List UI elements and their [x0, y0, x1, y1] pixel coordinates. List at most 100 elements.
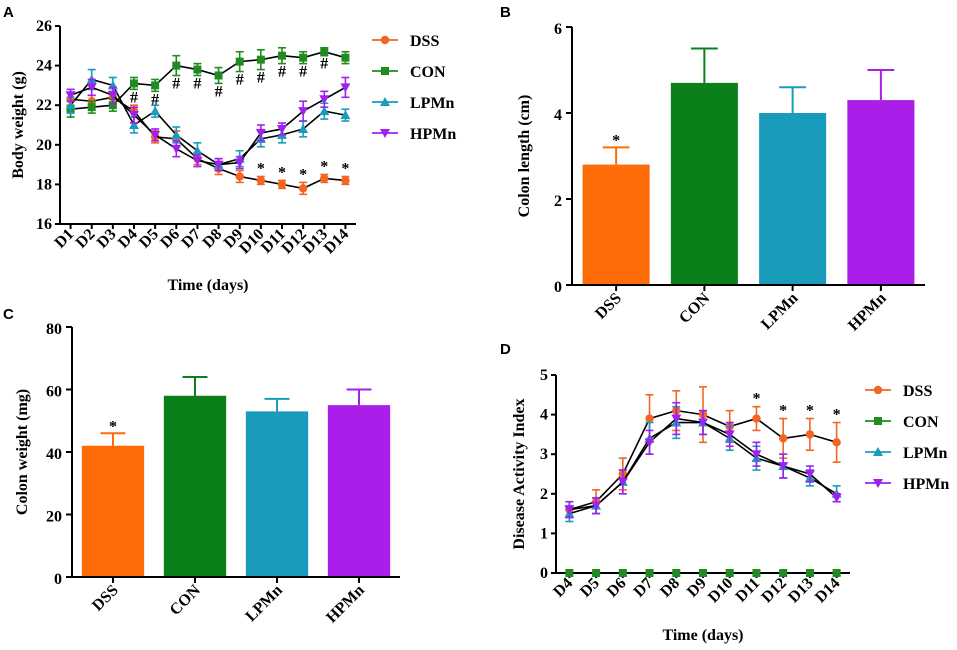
- x-tick-label: D8: [657, 575, 683, 601]
- significance-star: *: [752, 391, 760, 408]
- bar-CON: [163, 395, 227, 577]
- legend-label: HPMn: [903, 476, 949, 493]
- legend-marker: [873, 447, 883, 456]
- significance-star: *: [806, 403, 814, 420]
- data-point: [277, 180, 287, 189]
- significance-hash: #: [130, 89, 138, 106]
- data-point: [618, 569, 627, 577]
- y-tick-label: 16: [36, 216, 52, 233]
- data-point: [87, 103, 96, 112]
- legend-marker: [381, 67, 389, 75]
- y-tick-label: 60: [46, 384, 62, 401]
- x-tick-label: D9: [684, 575, 710, 601]
- y-tick-label: 20: [46, 509, 62, 526]
- significance-hash: #: [257, 70, 265, 87]
- data-point: [107, 91, 118, 101]
- legend-label: LPMn: [903, 445, 948, 462]
- significance-hash: #: [299, 64, 307, 81]
- data-point: [591, 501, 602, 511]
- series-DSS: [565, 386, 841, 519]
- data-point: [592, 569, 601, 577]
- data-point: [235, 57, 244, 66]
- series-HPMn: [65, 76, 351, 172]
- data-point: [805, 569, 814, 577]
- data-point: [341, 176, 350, 185]
- series-CON: [66, 46, 350, 118]
- y-tick-label: 0: [554, 279, 562, 296]
- data-point: [778, 434, 788, 443]
- data-point: [151, 81, 160, 90]
- data-point: [831, 493, 842, 503]
- x-tick-label: D11: [732, 575, 763, 606]
- data-point: [130, 79, 138, 88]
- x-tick-label: D4: [550, 575, 576, 601]
- significance-hash: #: [215, 83, 223, 100]
- data-point: [213, 160, 224, 170]
- y-tick-label: 1: [540, 525, 548, 542]
- data-point: [256, 176, 266, 185]
- data-point: [340, 110, 351, 120]
- data-point: [234, 158, 245, 168]
- series-LPMn: [65, 68, 351, 172]
- bar-LPMn: [759, 113, 827, 285]
- data-point: [340, 83, 351, 93]
- data-point: [724, 430, 735, 440]
- significance-star: *: [320, 159, 328, 176]
- legend-label: DSS: [410, 33, 439, 50]
- x-tick-label: CON: [167, 581, 204, 618]
- data-point: [150, 106, 161, 116]
- y-tick-label: 2: [554, 193, 562, 210]
- legend-label: DSS: [903, 383, 932, 400]
- y-tick-label: 24: [36, 58, 52, 75]
- data-point: [171, 129, 182, 139]
- x-tick-label: D13: [785, 575, 817, 607]
- legend-marker: [874, 417, 882, 425]
- data-point: [86, 83, 97, 93]
- data-point: [129, 120, 139, 129]
- data-point: [319, 95, 330, 105]
- data-point: [699, 569, 707, 577]
- data-point: [564, 505, 575, 515]
- x-tick-label: CON: [676, 289, 713, 326]
- data-point: [565, 569, 574, 577]
- data-point: [779, 569, 788, 577]
- data-point: [298, 184, 308, 193]
- y-tick-label: 3: [540, 446, 548, 463]
- y-tick-label: 26: [36, 18, 52, 35]
- data-point: [805, 430, 815, 439]
- significance-hash: #: [236, 72, 244, 89]
- significance-hash: #: [151, 91, 159, 108]
- significance-hash: #: [172, 76, 180, 93]
- bar-HPMn: [327, 405, 391, 577]
- data-point: [341, 53, 350, 62]
- data-point: [299, 53, 308, 62]
- data-point: [671, 414, 682, 424]
- significance-star: *: [299, 166, 307, 183]
- data-point: [778, 462, 789, 472]
- data-point: [751, 450, 762, 460]
- significance-star: *: [612, 132, 620, 149]
- y-tick-label: 0: [54, 571, 62, 588]
- data-point: [150, 130, 161, 140]
- data-point: [617, 477, 628, 487]
- data-point: [235, 172, 244, 181]
- series-CON: [565, 569, 841, 577]
- x-tick-label: D5: [577, 575, 603, 601]
- legend-label: LPMn: [410, 95, 455, 112]
- legend-marker: [873, 385, 883, 395]
- x-tick-label: D12: [758, 575, 790, 607]
- x-tick-label: DSS: [592, 290, 625, 323]
- data-point: [644, 438, 655, 448]
- legend-label: CON: [903, 414, 939, 431]
- significance-star: *: [779, 403, 787, 420]
- y-axis-title: Colon weight (mg): [14, 389, 31, 515]
- x-tick-label: D14: [812, 575, 844, 607]
- data-point: [171, 144, 182, 154]
- x-axis-title: Time (days): [167, 277, 248, 294]
- data-point: [65, 91, 76, 101]
- significance-star: *: [109, 418, 117, 435]
- x-axis-title: Time (days): [662, 627, 743, 644]
- y-tick-label: 20: [36, 137, 52, 154]
- significance-hash: #: [320, 56, 328, 73]
- legend-label: CON: [410, 64, 446, 81]
